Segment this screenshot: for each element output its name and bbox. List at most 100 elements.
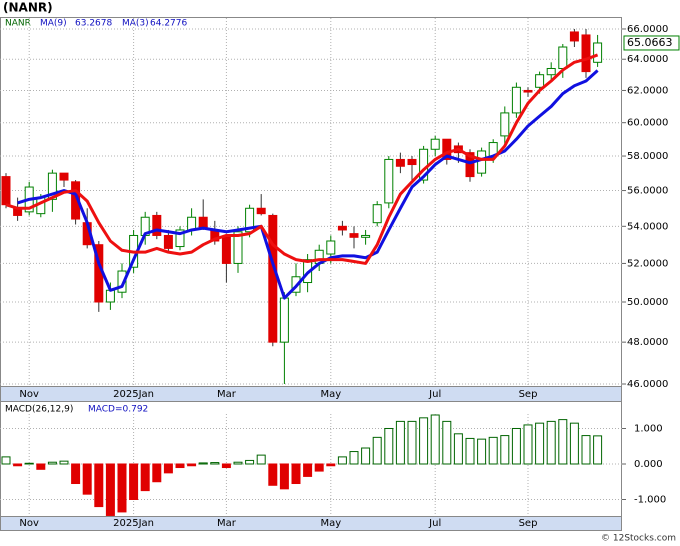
candle-body bbox=[256, 207, 266, 215]
x-tick-label: Nov bbox=[19, 518, 39, 529]
x-tick-label: Sep bbox=[519, 518, 538, 529]
macd-bar bbox=[1, 456, 11, 465]
price-panel bbox=[0, 17, 622, 402]
macd-bar bbox=[291, 463, 301, 485]
candle-body bbox=[233, 231, 243, 264]
candle-body bbox=[477, 150, 487, 174]
candle-body bbox=[593, 42, 603, 63]
candle-body bbox=[372, 204, 382, 224]
y-tick-label: -1.000 bbox=[634, 494, 666, 505]
candle-body bbox=[163, 234, 173, 249]
y-tick-label: 54.0000 bbox=[627, 221, 668, 232]
legend-value: 63.2678 bbox=[75, 19, 112, 29]
macd-bar bbox=[71, 463, 81, 485]
candle-body bbox=[430, 138, 440, 150]
macd-legend: MACD=0.792 bbox=[88, 405, 148, 415]
y-tick-label: 1.000 bbox=[634, 423, 663, 434]
candle-body bbox=[59, 172, 69, 181]
legend-symbol: NANR bbox=[5, 19, 31, 29]
macd-bar bbox=[314, 463, 324, 472]
candle-body bbox=[47, 172, 57, 200]
macd-bar bbox=[24, 462, 34, 465]
chart-title: (NANR) bbox=[3, 1, 53, 15]
x-tick-label: Jul bbox=[428, 518, 441, 529]
macd-bar bbox=[326, 463, 336, 467]
candle-body bbox=[117, 270, 127, 293]
candle-body bbox=[152, 214, 162, 236]
candle-body bbox=[361, 234, 371, 238]
candle-body bbox=[279, 297, 289, 343]
candle-body bbox=[198, 216, 208, 229]
last-price-label: 65.0663 bbox=[627, 36, 673, 49]
macd-bar bbox=[256, 454, 266, 465]
macd-bar bbox=[233, 461, 243, 465]
candle-body bbox=[523, 89, 533, 93]
x-tick-label: Mar bbox=[217, 389, 237, 400]
x-tick-label: May bbox=[320, 518, 341, 529]
candle-body bbox=[1, 176, 11, 206]
macd-bar bbox=[419, 417, 429, 465]
ma-line bbox=[5, 53, 599, 265]
candle-body bbox=[535, 74, 545, 88]
legend-value: 64.2776 bbox=[150, 19, 187, 29]
y-tick-label: 62.0000 bbox=[627, 85, 668, 96]
x-tick-label: 2025Jan bbox=[113, 518, 154, 529]
x-tick-label: Mar bbox=[217, 518, 237, 529]
macd-bar bbox=[187, 463, 197, 467]
x-tick-label: Sep bbox=[519, 389, 538, 400]
macd-bar bbox=[268, 463, 278, 486]
candle-body bbox=[569, 31, 579, 42]
macd-bar bbox=[245, 459, 255, 465]
macd-bar bbox=[303, 463, 313, 477]
macd-bar bbox=[337, 456, 347, 465]
macd-bar bbox=[221, 463, 231, 469]
candle-body bbox=[465, 152, 475, 178]
macd-bar bbox=[117, 463, 127, 513]
macd-bar bbox=[36, 463, 46, 470]
macd-bar bbox=[140, 463, 150, 492]
candle-body bbox=[326, 240, 336, 255]
candle-body bbox=[558, 46, 568, 69]
macd-bar bbox=[453, 433, 463, 465]
y-tick-label: 46.0000 bbox=[627, 379, 668, 390]
candle-body bbox=[384, 158, 394, 204]
macd-bar bbox=[569, 422, 579, 465]
candle-body bbox=[349, 233, 359, 238]
macd-bar bbox=[430, 414, 440, 465]
candle-body bbox=[511, 86, 521, 114]
y-tick-label: 0.000 bbox=[634, 459, 663, 470]
macd-bar bbox=[407, 420, 417, 465]
macd-bar bbox=[442, 420, 452, 465]
candle-body bbox=[581, 34, 591, 73]
candle-body bbox=[407, 158, 417, 166]
y-tick-label: 60.0000 bbox=[627, 118, 668, 129]
macd-bar bbox=[105, 463, 115, 516]
legend-label: MA(3) bbox=[122, 19, 149, 29]
macd-bar bbox=[535, 422, 545, 465]
y-tick-label: 48.0000 bbox=[627, 337, 668, 348]
x-axis-band bbox=[0, 516, 622, 531]
y-tick-label: 58.0000 bbox=[627, 151, 668, 162]
macd-title: MACD(26,12,9) bbox=[5, 405, 73, 415]
macd-bar bbox=[465, 437, 475, 465]
y-tick-label: 66.0000 bbox=[627, 24, 668, 35]
candle-body bbox=[500, 112, 510, 137]
macd-bar bbox=[395, 420, 405, 465]
macd-bar bbox=[198, 462, 208, 465]
macd-bar bbox=[349, 451, 359, 465]
candle-body bbox=[268, 214, 278, 343]
macd-bar bbox=[129, 463, 139, 500]
macd-bar bbox=[488, 436, 498, 465]
macd-bar bbox=[94, 463, 104, 508]
legend-label: MA(9) bbox=[40, 19, 67, 29]
macd-bar bbox=[82, 463, 92, 495]
candle-body bbox=[105, 289, 115, 303]
macd-bar bbox=[13, 463, 23, 467]
macd-bar bbox=[384, 427, 394, 465]
macd-bar bbox=[47, 461, 57, 465]
x-tick-label: Nov bbox=[19, 389, 39, 400]
candle-body bbox=[395, 158, 405, 167]
footer: © 12Stocks.com bbox=[601, 534, 676, 544]
macd-bar bbox=[59, 460, 69, 465]
macd-bar bbox=[511, 427, 521, 465]
